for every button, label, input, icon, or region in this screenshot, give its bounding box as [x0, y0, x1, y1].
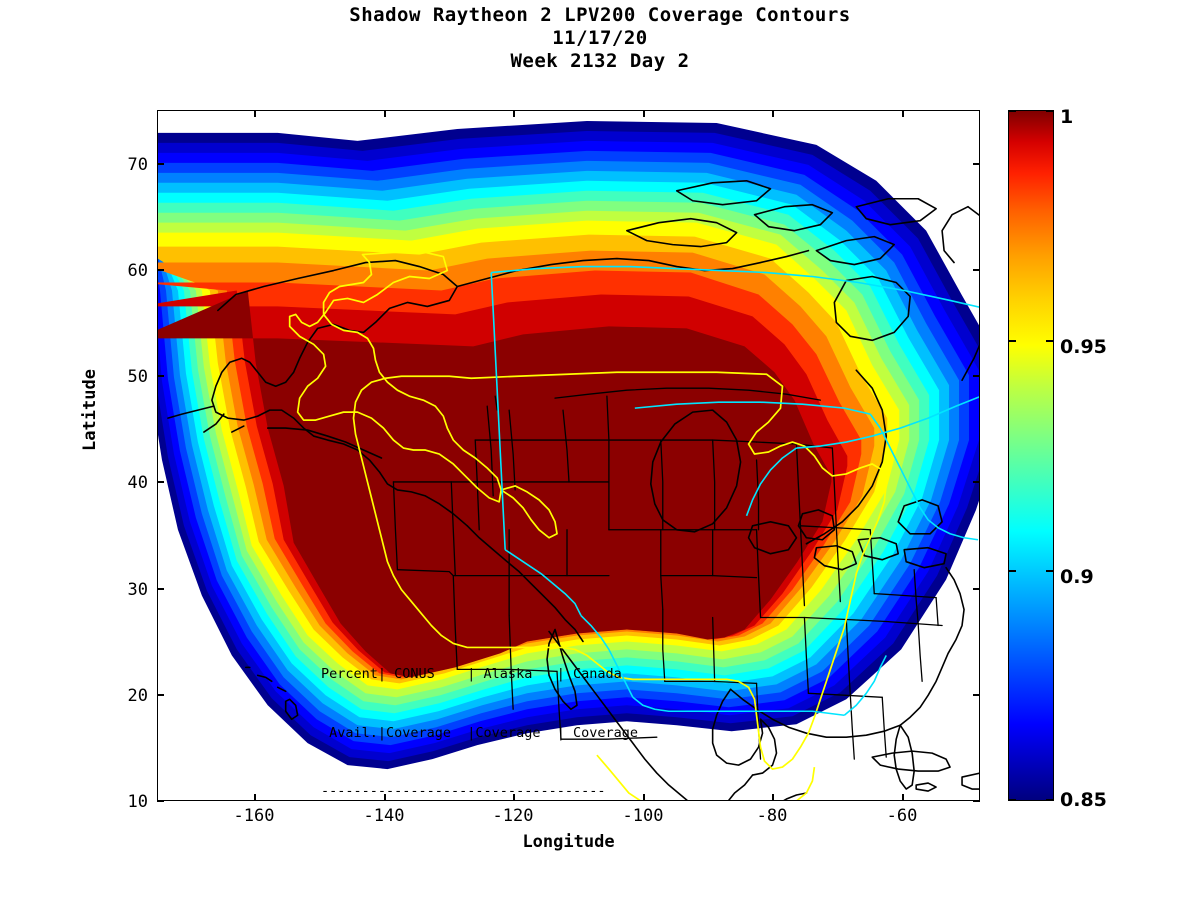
x-tick-label: -140	[363, 806, 405, 826]
coverage-statistics-table: Percent| CONUS | Alaska | Canada Avail.|…	[321, 626, 638, 800]
y-tick-mark-60	[157, 269, 164, 271]
x-tick-mark-160w	[254, 794, 256, 801]
y-axis-title: Latitude	[80, 369, 100, 451]
x-tick-mark-100w	[643, 794, 645, 801]
colorbar-tick-right-095	[1046, 340, 1054, 342]
y-tick-label: 40	[127, 473, 148, 493]
y-tick-mark-right-50	[973, 375, 980, 377]
x-tick-mark-120w	[513, 794, 515, 801]
service-volume-boundary-yellow	[288, 249, 888, 800]
colorbar-tick-right-09	[1046, 570, 1054, 572]
colorbar-tick-095	[1008, 340, 1016, 342]
colorbar-tick-1	[1008, 110, 1016, 112]
y-tick-mark-right-20	[973, 694, 980, 696]
title-line-3: Week 2132 Day 2	[510, 50, 690, 72]
y-tick-mark-right-40	[973, 481, 980, 483]
y-tick-mark-70	[157, 163, 164, 165]
colorbar-tick-085	[1008, 799, 1016, 801]
x-tick-mark-top-160w	[254, 110, 256, 117]
colorbar-tick-right-1	[1046, 110, 1054, 112]
table-separator: -----------------------------------	[321, 783, 606, 799]
y-tick-mark-right-70	[973, 163, 980, 165]
y-tick-label: 20	[127, 686, 148, 706]
y-tick-mark-50	[157, 375, 164, 377]
y-tick-mark-40	[157, 481, 164, 483]
y-tick-label: 70	[127, 155, 148, 175]
y-tick-label: 10	[127, 792, 148, 812]
service-volume-boundary-cyan	[490, 265, 979, 717]
y-tick-mark-right-30	[973, 588, 980, 590]
colorbar	[1008, 110, 1054, 801]
y-tick-mark-10	[157, 800, 164, 802]
x-tick-mark-top-140w	[384, 110, 386, 117]
y-tick-mark-20	[157, 694, 164, 696]
y-tick-label: 50	[127, 367, 148, 387]
map-svg	[158, 111, 979, 800]
table-header-row-2: Avail.|Coverage |Coverage | Coverage	[321, 724, 638, 741]
x-tick-mark-top-120w	[513, 110, 515, 117]
x-tick-label: -60	[886, 806, 918, 826]
colorbar-tick-09	[1008, 570, 1016, 572]
y-tick-mark-right-60	[973, 269, 980, 271]
x-tick-mark-top-80w	[772, 110, 774, 117]
coastlines	[167, 179, 979, 800]
table-header-row-1: Percent| CONUS | Alaska | Canada	[321, 666, 622, 682]
colorbar-label: 0.95	[1060, 336, 1107, 358]
contour-band-100	[158, 290, 832, 678]
x-tick-mark-80w	[772, 794, 774, 801]
colorbar-label: 1	[1060, 106, 1074, 128]
y-tick-label: 30	[127, 580, 148, 600]
x-tick-mark-top-100w	[643, 110, 645, 117]
x-tick-label: -120	[492, 806, 534, 826]
page-title: Shadow Raytheon 2 LPV200 Coverage Contou…	[0, 4, 1200, 73]
colorbar-label: 0.9	[1060, 566, 1094, 588]
colorbar-gradient	[1009, 111, 1053, 800]
x-tick-mark-60w	[902, 794, 904, 801]
x-tick-mark-140w	[384, 794, 386, 801]
colorbar-tick-right-085	[1046, 799, 1054, 801]
x-tick-label: -80	[756, 806, 788, 826]
x-tick-label: -160	[233, 806, 275, 826]
y-tick-mark-right-10	[973, 800, 980, 802]
y-tick-mark-30	[157, 588, 164, 590]
y-tick-label: 60	[127, 261, 148, 281]
colorbar-label: 0.85	[1060, 789, 1107, 811]
title-line-1: Shadow Raytheon 2 LPV200 Coverage Contou…	[349, 4, 851, 26]
x-axis-title: Longitude	[522, 832, 615, 852]
coverage-contour-map: Percent| CONUS | Alaska | Canada Avail.|…	[157, 110, 980, 801]
title-line-2: 11/17/20	[552, 27, 648, 49]
x-tick-label: -100	[622, 806, 664, 826]
x-tick-mark-top-60w	[902, 110, 904, 117]
